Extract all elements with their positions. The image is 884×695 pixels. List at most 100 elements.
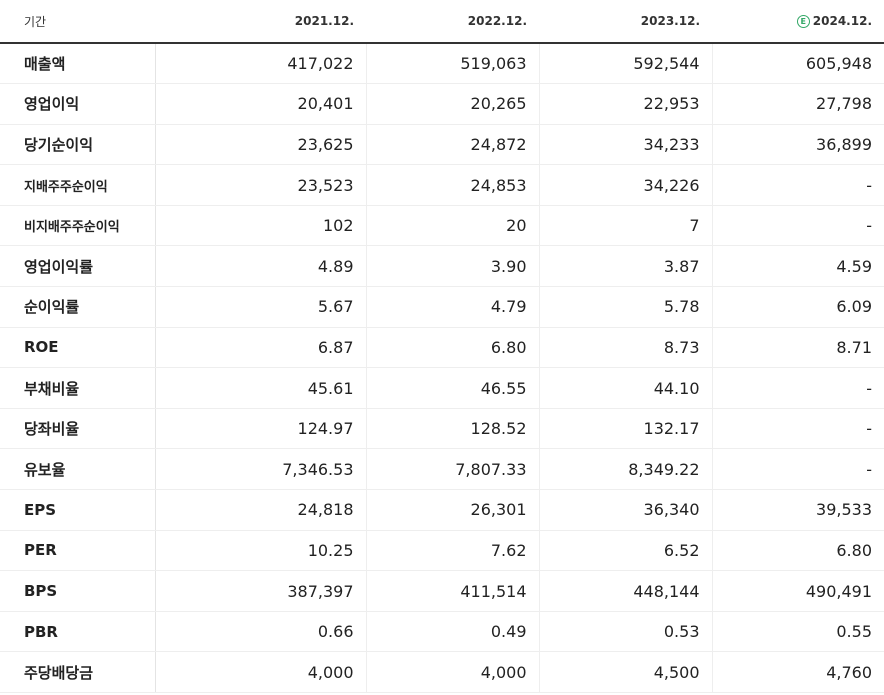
value-cell: 132.17 [538, 408, 712, 450]
value-cell: 7,807.33 [365, 448, 539, 491]
period-label: 2024.12. [812, 14, 872, 28]
value-cell: 6.80 [365, 327, 539, 369]
row-label: ROE [0, 327, 156, 369]
value-cell: 5.67 [154, 286, 366, 328]
value-cell: 34,233 [538, 124, 712, 166]
value-cell: 4.89 [154, 245, 366, 288]
value-cell: 4,000 [365, 651, 539, 693]
value-cell: - [711, 448, 884, 491]
value-cell: 26,301 [365, 489, 539, 531]
row-label: 당기순이익 [0, 124, 156, 166]
value-cell: 22,953 [538, 83, 712, 125]
row-label: 순이익률 [0, 286, 156, 328]
row-label: 영업이익률 [0, 245, 156, 288]
value-cell: 3.90 [365, 245, 539, 288]
row-label: BPS [0, 570, 156, 612]
value-cell: 46.55 [365, 367, 539, 409]
period-label: 2022.12. [467, 14, 527, 28]
value-cell: 7,346.53 [154, 448, 366, 491]
table-row: 영업이익률 4.89 3.90 3.87 4.59 [0, 245, 884, 288]
table-body: 매출액 417,022 519,063 592,544 605,948 영업이익 20,40… [0, 43, 884, 693]
row-label: 부채비율 [0, 367, 156, 409]
value-cell: 592,544 [538, 43, 712, 85]
value-cell: 4,000 [154, 651, 366, 693]
value-cell: - [711, 205, 884, 247]
row-label: 매출액 [0, 43, 156, 85]
value-cell: 4,760 [711, 651, 884, 693]
value-cell: - [711, 164, 884, 206]
row-label: 지배주주순이익 [0, 164, 156, 206]
period-label: 2021.12. [294, 14, 354, 28]
table-row: PBR 0.66 0.49 0.53 0.55 [0, 611, 884, 653]
row-label: 영업이익 [0, 83, 156, 125]
period-header-2023: 2023.12. [539, 0, 712, 44]
value-cell: 128.52 [365, 408, 539, 450]
period-header-2024: E 2024.12. [712, 0, 884, 44]
value-cell: 0.49 [365, 611, 539, 653]
value-cell: 20 [365, 205, 539, 247]
estimate-icon: E [796, 15, 810, 28]
value-cell: 605,948 [711, 43, 884, 85]
header-row: 기간 2021.12. 2022.12. 2023.12. E 2024.12. [0, 0, 884, 44]
value-cell: 10.25 [154, 530, 366, 572]
table-row: 주당배당금 4,000 4,000 4,500 4,760 [0, 651, 884, 693]
table-row: 지배주주순이익 23,523 24,853 34,226- [0, 164, 884, 206]
period-label: 2023.12. [640, 14, 700, 28]
value-cell: 6.52 [538, 530, 712, 572]
value-cell: 6.80 [711, 530, 884, 572]
table-header: 기간 2021.12. 2022.12. 2023.12. E 2024.12. [0, 0, 884, 44]
value-cell: 24,853 [365, 164, 539, 206]
row-label: PBR [0, 611, 156, 653]
value-cell: 124.97 [154, 408, 366, 450]
table-row: 매출액 417,022 519,063 592,544 605,948 [0, 43, 884, 85]
value-cell: 24,818 [154, 489, 366, 531]
table-row: 유보율 7,346.53 7,807.33 8,349.22- [0, 448, 884, 491]
value-cell: 417,022 [154, 43, 366, 85]
value-cell: 490,491 [711, 570, 884, 612]
value-cell: 39,533 [711, 489, 884, 531]
value-cell: 411,514 [365, 570, 539, 612]
table-row: 당기순이익 23,625 24,872 34,233 36,899 [0, 124, 884, 166]
value-cell: 8.73 [538, 327, 712, 369]
table-row: EPS 24,818 26,301 36,340 39,533 [0, 489, 884, 531]
value-cell: 102 [154, 205, 366, 247]
period-header-2022: 2022.12. [366, 0, 539, 44]
value-cell: 6.87 [154, 327, 366, 369]
value-cell: 34,226 [538, 164, 712, 206]
value-cell: 0.66 [154, 611, 366, 653]
value-cell: 0.55 [711, 611, 884, 653]
value-cell: - [711, 367, 884, 409]
value-cell: 0.53 [538, 611, 712, 653]
value-cell: 36,899 [711, 124, 884, 166]
value-cell: 4,500 [538, 651, 712, 693]
row-label: EPS [0, 489, 156, 531]
table-row: 순이익률 5.67 4.79 5.78 6.09 [0, 286, 884, 328]
value-cell: 23,523 [154, 164, 366, 206]
table-row: BPS 387,397 411,514 448,144 490,491 [0, 570, 884, 612]
value-cell: 6.09 [711, 286, 884, 328]
value-cell: 44.10 [538, 367, 712, 409]
table-row: ROE 6.87 6.80 8.73 8.71 [0, 327, 884, 369]
value-cell: 20,265 [365, 83, 539, 125]
row-label: 비지배주주순이익 [0, 205, 156, 247]
value-cell: 27,798 [711, 83, 884, 125]
value-cell: 8,349.22 [538, 448, 712, 491]
value-cell: 8.71 [711, 327, 884, 369]
value-cell: 36,340 [538, 489, 712, 531]
table-row: 비지배주주순이익 102 20 7- [0, 205, 884, 247]
period-header-label: 기간 [0, 0, 155, 44]
value-cell: 23,625 [154, 124, 366, 166]
value-cell: 7 [538, 205, 712, 247]
table-row: 영업이익 20,401 20,265 22,953 27,798 [0, 83, 884, 125]
value-cell: 3.87 [538, 245, 712, 288]
value-cell: 4.59 [711, 245, 884, 288]
value-cell: 519,063 [365, 43, 539, 85]
value-cell: 24,872 [365, 124, 539, 166]
row-label: PER [0, 530, 156, 572]
row-label: 당좌비율 [0, 408, 156, 450]
table-row: PER 10.25 7.62 6.52 6.80 [0, 530, 884, 572]
value-cell: 45.61 [154, 367, 366, 409]
value-cell: 4.79 [365, 286, 539, 328]
row-label: 유보율 [0, 448, 156, 491]
